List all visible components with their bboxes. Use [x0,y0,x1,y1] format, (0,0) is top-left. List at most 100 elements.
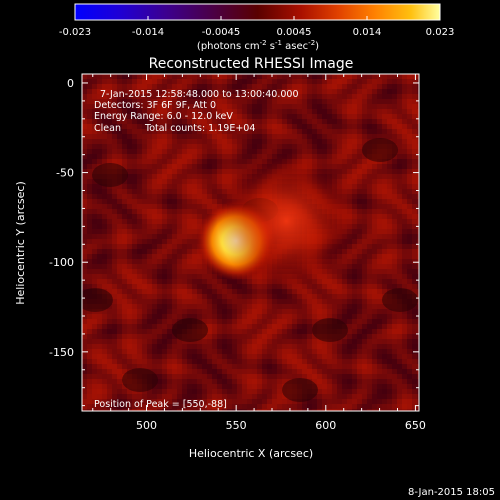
heatmap-cell [262,349,267,354]
heatmap-cell [337,149,342,154]
heatmap-cell [197,84,202,89]
heatmap-cell [272,129,277,134]
heatmap-cell [227,384,232,389]
heatmap-cell [152,399,157,404]
heatmap-cell [122,304,127,309]
heatmap-cell [167,394,172,399]
heatmap-cell [177,299,182,304]
heatmap-cell [387,224,392,229]
heatmap-cell [157,204,162,209]
heatmap-cell [262,289,267,294]
heatmap-cell [397,334,402,339]
heatmap-cell [237,114,242,119]
heatmap-cell [347,179,352,184]
heatmap-cell [332,309,337,314]
heatmap-cell [412,229,417,234]
heatmap-cell [202,289,207,294]
heatmap-cell [367,269,372,274]
heatmap-cell [137,104,142,109]
heatmap-cell [307,119,312,124]
heatmap-cell [297,324,302,329]
heatmap-cell [292,339,297,344]
heatmap-cell [372,189,377,194]
heatmap-cell [362,164,367,169]
heatmap-cell [222,364,227,369]
heatmap-cell [412,119,417,124]
heatmap-cell [202,194,207,199]
heatmap-cell [402,104,407,109]
heatmap-cell [397,79,402,84]
heatmap-cell [262,129,267,134]
heatmap-cell [347,254,352,259]
heatmap-cell [112,189,117,194]
heatmap-cell [87,244,92,249]
heatmap-cell [147,99,152,104]
heatmap-cell [197,404,202,409]
heatmap-cell [357,359,362,364]
heatmap-cell [162,209,167,214]
heatmap-cell [202,89,207,94]
heatmap-cell [337,384,342,389]
heatmap-cell [327,349,332,354]
heatmap-cell [337,304,342,309]
heatmap-cell [277,339,282,344]
heatmap-cell [142,244,147,249]
heatmap-cell [317,99,322,104]
heatmap-cell [302,324,307,329]
heatmap-cell [157,209,162,214]
heatmap-cell [112,379,117,384]
heatmap-cell [342,354,347,359]
heatmap-cell [417,154,419,159]
heatmap-cell [307,349,312,354]
heatmap-cell [87,224,92,229]
heatmap-cell [362,314,367,319]
heatmap-cell [392,174,397,179]
heatmap-cell [122,189,127,194]
heatmap-cell [347,369,352,374]
heatmap-cell [197,189,202,194]
y-tick-label: -150 [49,346,74,359]
heatmap-cell [412,169,417,174]
heatmap-cell [337,89,342,94]
heatmap-cell [137,144,142,149]
heatmap-cell [257,284,262,289]
heatmap-cell [287,404,292,409]
heatmap-cell [137,194,142,199]
heatmap-cell [167,74,172,79]
heatmap-cell [337,134,342,139]
heatmap-cell [197,389,202,394]
heatmap-cell [202,94,207,99]
heatmap-cell [272,119,277,124]
heatmap-cell [82,209,87,214]
heatmap-cell [127,254,132,259]
heatmap-cell [182,344,187,349]
heatmap-cell [227,79,232,84]
heatmap-cell [357,114,362,119]
heatmap-cell [307,339,312,344]
heatmap-cell [212,154,217,159]
heatmap-cell [107,404,112,409]
heatmap-cell [392,104,397,109]
heatmap-cell [197,259,202,264]
heatmap-cell [277,129,282,134]
heatmap-cell [142,279,147,284]
heatmap-cell [297,84,302,89]
heatmap-cell [192,399,197,404]
heatmap-cell [117,389,122,394]
heatmap-cell [392,314,397,319]
heatmap-cell [107,209,112,214]
heatmap-cell [147,79,152,84]
heatmap-cell [92,374,97,379]
heatmap-cell [167,369,172,374]
heatmap-cell [137,124,142,129]
heatmap-cell [412,344,417,349]
heatmap-cell [402,244,407,249]
heatmap-cell [112,94,117,99]
heatmap-cell [247,299,252,304]
heatmap-cell [122,264,127,269]
heatmap-cell [397,339,402,344]
heatmap-cell [187,299,192,304]
heatmap-cell [212,99,217,104]
heatmap-cell [337,129,342,134]
heatmap-cell [282,114,287,119]
